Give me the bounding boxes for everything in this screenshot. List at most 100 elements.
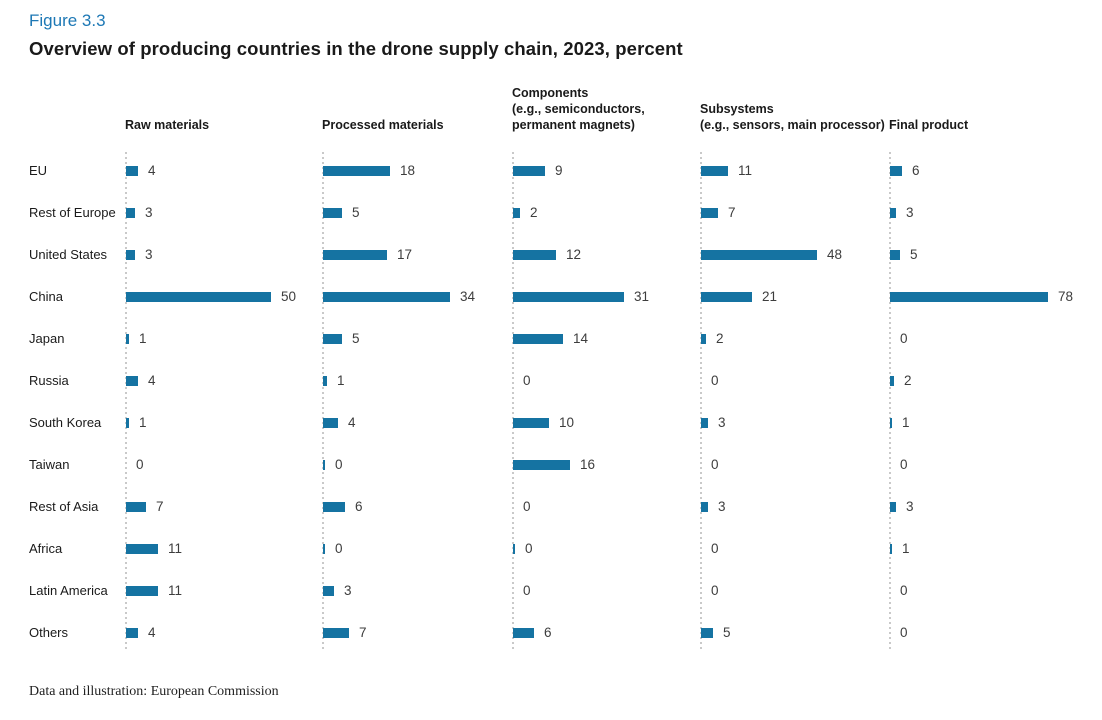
value-label: 2	[716, 331, 724, 346]
bar	[323, 334, 342, 344]
value-label: 3	[718, 499, 726, 514]
value-label: 4	[148, 373, 156, 388]
value-label: 6	[912, 163, 920, 178]
value-label: 21	[762, 289, 778, 304]
bar	[701, 418, 708, 428]
value-label: 2	[904, 373, 912, 388]
value-label: 0	[711, 373, 719, 388]
value-label: 5	[723, 625, 731, 640]
value-label: 0	[900, 457, 908, 472]
country-label: Rest of Europe	[29, 205, 116, 220]
value-label: 0	[900, 331, 908, 346]
country-label: United States	[29, 247, 108, 262]
value-label: 0	[900, 583, 908, 598]
value-label: 5	[352, 331, 360, 346]
bar	[701, 334, 706, 344]
value-label: 7	[156, 499, 164, 514]
bar	[701, 208, 718, 218]
value-label: 0	[523, 499, 531, 514]
value-label: 0	[711, 457, 719, 472]
value-label: 50	[281, 289, 297, 304]
bar	[513, 166, 545, 176]
value-label: 18	[400, 163, 416, 178]
axis-line	[512, 152, 514, 652]
value-label: 0	[900, 625, 908, 640]
bar	[513, 544, 515, 554]
country-label: Latin America	[29, 583, 108, 598]
value-label: 1	[139, 415, 147, 430]
value-label: 0	[711, 541, 719, 556]
bar	[126, 166, 138, 176]
bar	[513, 250, 556, 260]
value-label: 9	[555, 163, 563, 178]
bar	[890, 418, 892, 428]
value-label: 6	[355, 499, 363, 514]
bar	[513, 460, 570, 470]
value-label: 1	[139, 331, 147, 346]
value-label: 4	[348, 415, 356, 430]
value-label: 31	[634, 289, 650, 304]
source-note: Data and illustration: European Commissi…	[29, 684, 279, 699]
bar	[126, 544, 158, 554]
value-label: 48	[827, 247, 843, 262]
bar	[701, 628, 713, 638]
value-label: 78	[1058, 289, 1074, 304]
bar	[126, 628, 138, 638]
value-label: 4	[148, 625, 156, 640]
bar	[513, 418, 549, 428]
column-header: Subsystems (e.g., sensors, main processo…	[700, 102, 885, 132]
bar	[126, 418, 129, 428]
chart-title: Overview of producing countries in the d…	[29, 38, 683, 59]
value-label: 7	[728, 205, 736, 220]
figure-number: Figure 3.3	[29, 11, 106, 30]
country-label: EU	[29, 163, 48, 178]
value-label: 11	[168, 583, 183, 598]
country-label: Others	[29, 625, 69, 640]
bar	[890, 544, 892, 554]
bar	[513, 292, 624, 302]
value-label: 0	[335, 541, 343, 556]
bar	[323, 208, 342, 218]
bar	[701, 292, 752, 302]
bar	[126, 292, 271, 302]
bar	[126, 208, 135, 218]
axis-line	[889, 152, 891, 652]
bar	[890, 502, 896, 512]
bar	[323, 544, 325, 554]
axis-line	[125, 152, 127, 652]
value-label: 34	[460, 289, 476, 304]
country-label: Taiwan	[29, 457, 70, 472]
value-label: 6	[544, 625, 552, 640]
value-label: 5	[352, 205, 360, 220]
bar	[890, 376, 894, 386]
value-label: 12	[566, 247, 582, 262]
bar	[323, 628, 349, 638]
value-label: 7	[359, 625, 367, 640]
bar	[701, 502, 708, 512]
country-label: Rest of Asia	[29, 499, 99, 514]
bar	[323, 502, 345, 512]
value-label: 1	[902, 541, 910, 556]
bar	[701, 166, 728, 176]
bar	[323, 166, 390, 176]
column-header: Components (e.g., semiconductors, perman…	[512, 86, 645, 132]
bar	[513, 334, 563, 344]
bar	[323, 586, 334, 596]
value-label: 0	[136, 457, 144, 472]
country-label: South Korea	[29, 415, 102, 430]
value-label: 17	[397, 247, 413, 262]
value-label: 3	[906, 205, 914, 220]
value-label: 3	[718, 415, 726, 430]
value-label: 1	[902, 415, 910, 430]
value-label: 14	[573, 331, 589, 346]
column-header: Final product	[889, 118, 969, 132]
value-label: 0	[335, 457, 343, 472]
value-label: 4	[148, 163, 156, 178]
bar	[126, 334, 129, 344]
country-label: China	[29, 289, 63, 304]
value-label: 10	[559, 415, 575, 430]
column-header: Processed materials	[322, 118, 444, 132]
country-label: Russia	[29, 373, 69, 388]
bar	[513, 628, 534, 638]
